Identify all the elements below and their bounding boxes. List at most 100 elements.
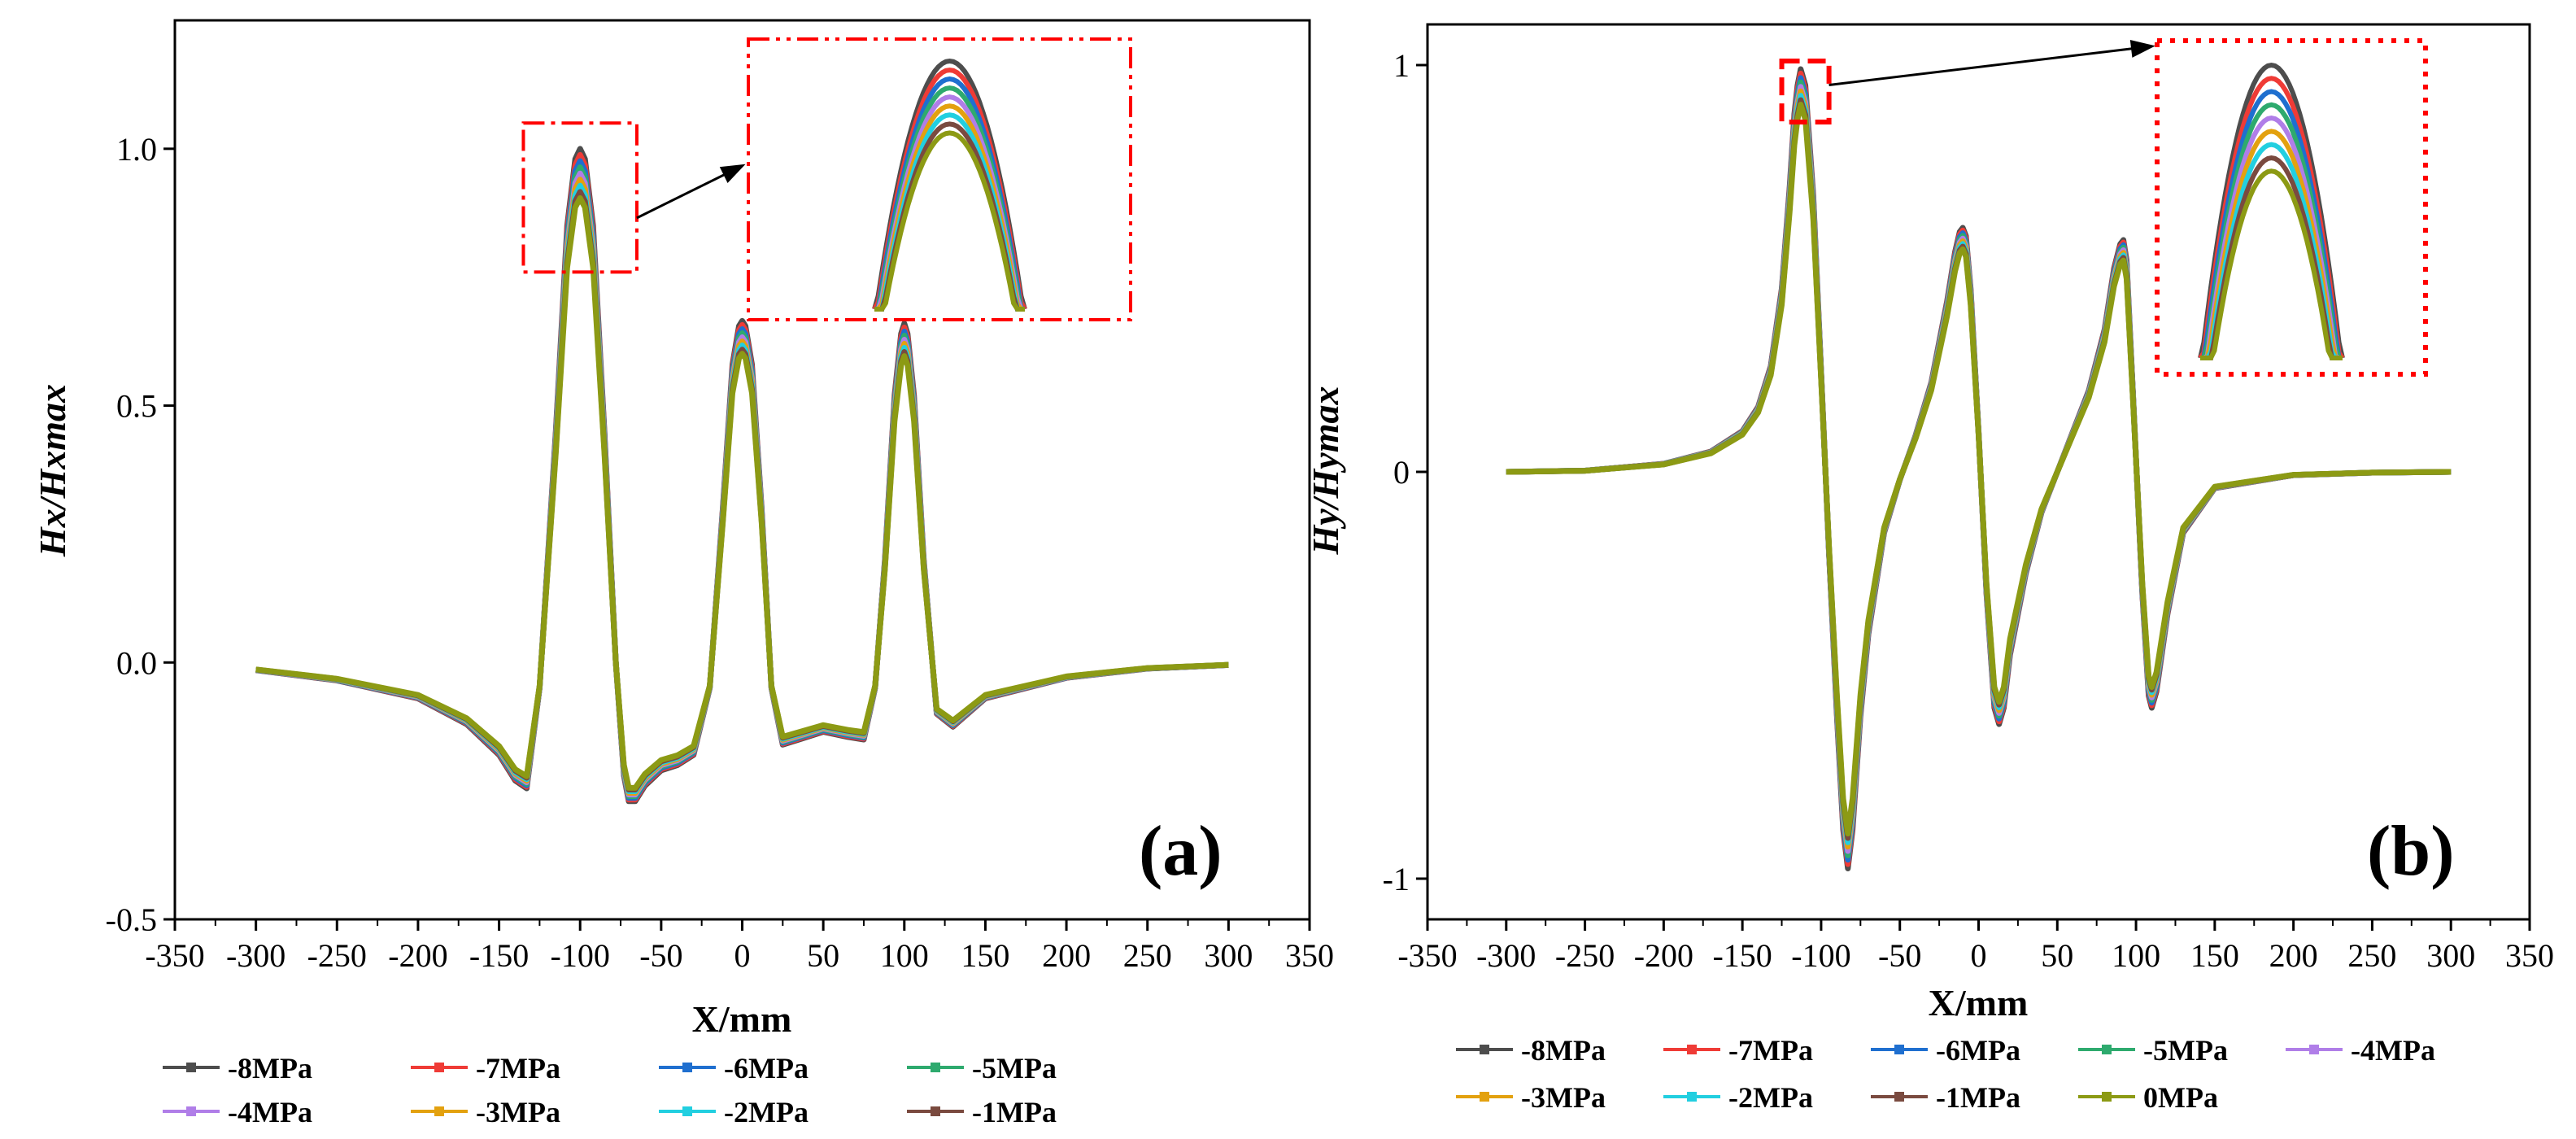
axis-ticks-b: -350 -300 -250 -200 -150 -100 -50 0 50 100 150 200 2… (1383, 47, 2554, 974)
y-axis-title-a: Hx/Hxmax (32, 384, 73, 557)
legend-item: -2MPa (659, 1096, 809, 1128)
x-tick-label: 250 (1123, 937, 1172, 974)
legend-item: -6MPa (659, 1052, 809, 1084)
inset-b (2198, 62, 2345, 360)
axis-ticks-a: -350 -300 -250 -200 -150 -100 -50 0 50 100 150 200 2… (106, 131, 1334, 974)
legend-label: -3MPa (476, 1096, 560, 1128)
legend-item: -8MPa (163, 1052, 312, 1084)
legend-label: -2MPa (1728, 1081, 1813, 1114)
y-tick-label: 0 (1393, 454, 1410, 491)
x-tick-label: 150 (2190, 937, 2239, 974)
panel-b: -350 -300 -250 -200 -150 -100 -50 0 50 100 150 200 2… (1305, 23, 2554, 1023)
panel-a: -350 -300 -250 -200 -150 -100 -50 0 50 100 150 200 2… (32, 19, 1334, 1040)
inset-frame-b (2155, 38, 2428, 377)
y-tick-label: 0.0 (116, 644, 157, 681)
x-tick-label: -250 (307, 937, 367, 974)
zoom-arrow-a (636, 168, 736, 220)
y-axis-title-b: Hy/Hymax (1305, 386, 1346, 556)
x-tick-label: 100 (2112, 937, 2160, 974)
legend-label: 0MPa (2143, 1081, 2218, 1114)
inset-a (872, 58, 1027, 312)
legend-item: -6MPa (1871, 1034, 2020, 1067)
inset-line-0MPa (874, 130, 1025, 312)
legend-marker (1687, 1092, 1697, 1102)
legend-marker (434, 1063, 444, 1072)
x-tick-label: 350 (2505, 937, 2554, 974)
legend-a: -8MPa -7MPa -6MPa -5MPa -4MPa -3MPa -2MPa -1MPa… (163, 1052, 1057, 1128)
series-line-0MPa (255, 195, 1229, 791)
x-tick-label: 50 (2041, 937, 2073, 974)
x-tick-label: -100 (1791, 937, 1850, 974)
x-tick-label: 0 (1971, 937, 1987, 974)
legend-item: -5MPa (2078, 1034, 2228, 1067)
legend-marker (931, 1106, 940, 1116)
series-line-0MPa (1506, 102, 2452, 837)
zoom-arrow-head-b (2129, 39, 2155, 58)
legend-item: 0MPa (2078, 1081, 2218, 1114)
legend-marker (682, 1063, 692, 1072)
y-tick-label: 1.0 (116, 131, 157, 168)
legend-item: -1MPa (1871, 1081, 2020, 1114)
zoom-box-a (521, 121, 639, 274)
x-tick-label: -200 (1634, 937, 1693, 974)
x-tick-label: 200 (2269, 937, 2318, 974)
legend-marker (1687, 1045, 1697, 1054)
legend-label: -7MPa (1728, 1034, 1813, 1067)
series-line--7MPa (255, 151, 1229, 803)
legend-marker (2102, 1092, 2112, 1102)
legend-label: -7MPa (476, 1052, 560, 1084)
legend-item: -3MPa (411, 1096, 560, 1128)
x-tick-label: 100 (880, 937, 929, 974)
x-tick-label: -350 (145, 937, 204, 974)
x-tick-label: -100 (551, 937, 610, 974)
legend-item: -7MPa (1663, 1034, 1813, 1067)
series-line--6MPa (255, 158, 1229, 801)
legend-marker (1894, 1045, 1904, 1054)
legend-b: -8MPa -7MPa -6MPa -5MPa -4MPa -3MPa -2MPa -1MPa… (1456, 1034, 2435, 1114)
series-line--1MPa (255, 189, 1229, 792)
curves-b (1506, 66, 2452, 871)
legend-marker (682, 1106, 692, 1116)
curves-a (255, 146, 1229, 805)
legend-item: -1MPa (907, 1096, 1057, 1128)
y-tick-label: 1 (1393, 47, 1410, 84)
legend-label: -4MPa (2351, 1034, 2435, 1067)
zoom-box-b (1779, 59, 1832, 124)
x-tick-label: 0 (734, 937, 751, 974)
legend-marker (186, 1106, 196, 1116)
legend-label: -6MPa (724, 1052, 809, 1084)
x-axis-title-b: X/mm (1929, 982, 2029, 1023)
x-tick-label: -150 (1712, 937, 1772, 974)
x-tick-label: 300 (2426, 937, 2475, 974)
x-tick-label: 150 (961, 937, 1009, 974)
panel-label-a: (a) (1139, 812, 1223, 891)
legend-marker (1480, 1092, 1489, 1102)
legend-label: -1MPa (972, 1096, 1057, 1128)
y-tick-label: -0.5 (106, 901, 157, 938)
legend-marker (434, 1106, 444, 1116)
legend-marker (931, 1063, 940, 1072)
x-tick-label: 300 (1204, 937, 1253, 974)
series-line--8MPa (255, 146, 1229, 805)
series-line--3MPa (255, 177, 1229, 796)
x-tick-label: -150 (469, 937, 529, 974)
legend-label: -1MPa (1936, 1081, 2020, 1114)
x-tick-label: -250 (1555, 937, 1615, 974)
legend-item: -5MPa (907, 1052, 1057, 1084)
legend-label: -4MPa (228, 1096, 312, 1128)
zoom-arrow-head-a (719, 164, 746, 183)
legend-label: -5MPa (2143, 1034, 2228, 1067)
legend-marker (2309, 1045, 2319, 1054)
series-line--5MPa (255, 164, 1229, 800)
legend-label: -3MPa (1521, 1081, 1606, 1114)
x-tick-label: -50 (639, 937, 682, 974)
x-tick-label: -350 (1397, 937, 1457, 974)
inset-frame-a (747, 37, 1132, 321)
x-tick-label: -200 (388, 937, 447, 974)
legend-label: -6MPa (1936, 1034, 2020, 1067)
legend-marker (1894, 1092, 1904, 1102)
x-tick-label: -300 (226, 937, 285, 974)
x-axis-title-a: X/mm (692, 998, 792, 1040)
series-line--2MPa (255, 182, 1229, 794)
